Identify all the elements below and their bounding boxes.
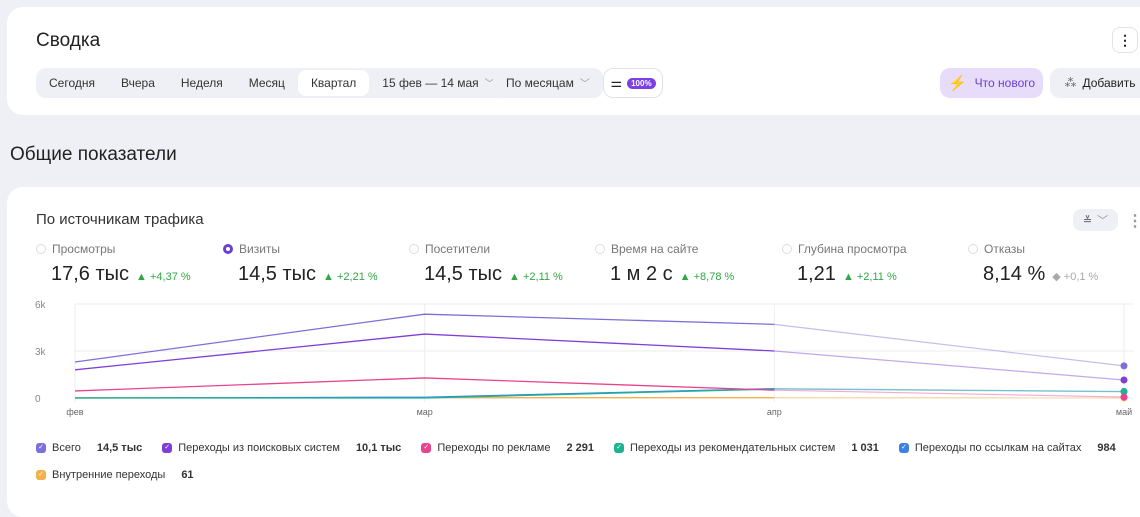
section-title: Общие показатели (10, 144, 177, 166)
add-label: Добавить (1082, 76, 1135, 90)
legend-value: 10,1 тыс (356, 442, 401, 454)
traffic-sources-widget: По источникам трафика ≚﹀ ⋮ Просмотры 17,… (7, 187, 1140, 517)
whats-new-label: Что нового (975, 76, 1035, 90)
legend-value: 1 031 (851, 442, 879, 454)
date-range-dropdown[interactable]: 15 фев — 14 мая﹀ (369, 70, 507, 96)
checkbox-icon[interactable]: ✓ (36, 470, 46, 480)
checkbox-icon[interactable]: ✓ (421, 443, 431, 453)
date-range-label: 15 фев — 14 мая (382, 76, 478, 90)
sliders-icon: ⚌ (610, 75, 622, 91)
legend-label: Переходы из рекомендательных систем (630, 442, 835, 454)
series-line-partial (774, 351, 1124, 380)
legend-value: 61 (181, 469, 193, 481)
y-tick-label: 0 (35, 394, 41, 405)
whats-new-button[interactable]: ⚡ Что нового (940, 68, 1043, 98)
more-menu-button[interactable]: ⋮ (1112, 27, 1138, 53)
legend-item[interactable]: ✓ Переходы по рекламе 2 291 (421, 442, 594, 454)
series-line-partial (774, 324, 1124, 366)
series-point (1121, 394, 1128, 401)
grouping-value: По месяцам (506, 76, 574, 90)
y-tick-label: 3k (35, 347, 47, 358)
legend-item[interactable]: ✓ Переходы из поисковых систем 10,1 тыс (162, 442, 401, 454)
period-yesterday[interactable]: Вчера (108, 70, 168, 96)
checkbox-icon[interactable]: ✓ (899, 443, 909, 453)
checkbox-icon[interactable]: ✓ (162, 443, 172, 453)
summary-header: Сводка Сегодня Вчера Неделя Месяц Кварта… (7, 7, 1140, 115)
page-title: Сводка (36, 30, 100, 52)
legend-label: Переходы по рекламе (437, 442, 550, 454)
y-tick-label: 6k (35, 300, 47, 311)
series-point (1121, 376, 1128, 383)
series-point (1121, 362, 1128, 369)
checkbox-icon[interactable]: ✓ (36, 443, 46, 453)
checkbox-icon[interactable]: ✓ (614, 443, 624, 453)
legend-label: Внутренние переходы (52, 469, 165, 481)
x-tick-label: май (1116, 407, 1132, 417)
period-week[interactable]: Неделя (168, 70, 236, 96)
legend-item[interactable]: ✓ Всего 14,5 тыс (36, 442, 142, 454)
period-today[interactable]: Сегодня (36, 70, 108, 96)
legend-label: Переходы из поисковых систем (178, 442, 340, 454)
legend-item[interactable]: ✓ Внутренние переходы 61 (36, 469, 194, 481)
x-tick-label: апр (767, 407, 782, 417)
legend-label: Переходы по ссылкам на сайтах (915, 442, 1081, 454)
x-tick-label: мар (417, 407, 433, 417)
legend-label: Всего (52, 442, 81, 454)
lightning-icon: ⚡ (948, 74, 967, 92)
legend-item[interactable]: ✓ Переходы из рекомендательных систем 1 03… (614, 442, 879, 454)
line-chart: 0 3k 6k фев мар апр май (7, 187, 1140, 427)
legend-value: 14,5 тыс (97, 442, 142, 454)
sampling-badge: 100% (627, 78, 655, 89)
legend-value: 984 (1097, 442, 1115, 454)
grouping-dropdown[interactable]: По месяцам ﹀ (493, 68, 603, 98)
legend-value: 2 291 (566, 442, 594, 454)
x-tick-label: фев (66, 407, 83, 417)
legend-item[interactable]: ✓ Переходы по ссылкам на сайтах 984 (899, 442, 1116, 454)
grouping-label: По месяцам ﹀ (493, 70, 603, 96)
filter-button[interactable]: ⚌ 100% (603, 68, 663, 98)
add-widget-icon: ⁂ (1064, 76, 1076, 90)
period-month[interactable]: Месяц (236, 70, 298, 96)
period-quarter[interactable]: Квартал (298, 70, 369, 96)
chevron-down-icon: ﹀ (580, 79, 590, 90)
add-button[interactable]: ⁂ Добавить (1050, 68, 1140, 98)
period-selector: Сегодня Вчера Неделя Месяц Квартал 15 фе… (36, 68, 508, 98)
